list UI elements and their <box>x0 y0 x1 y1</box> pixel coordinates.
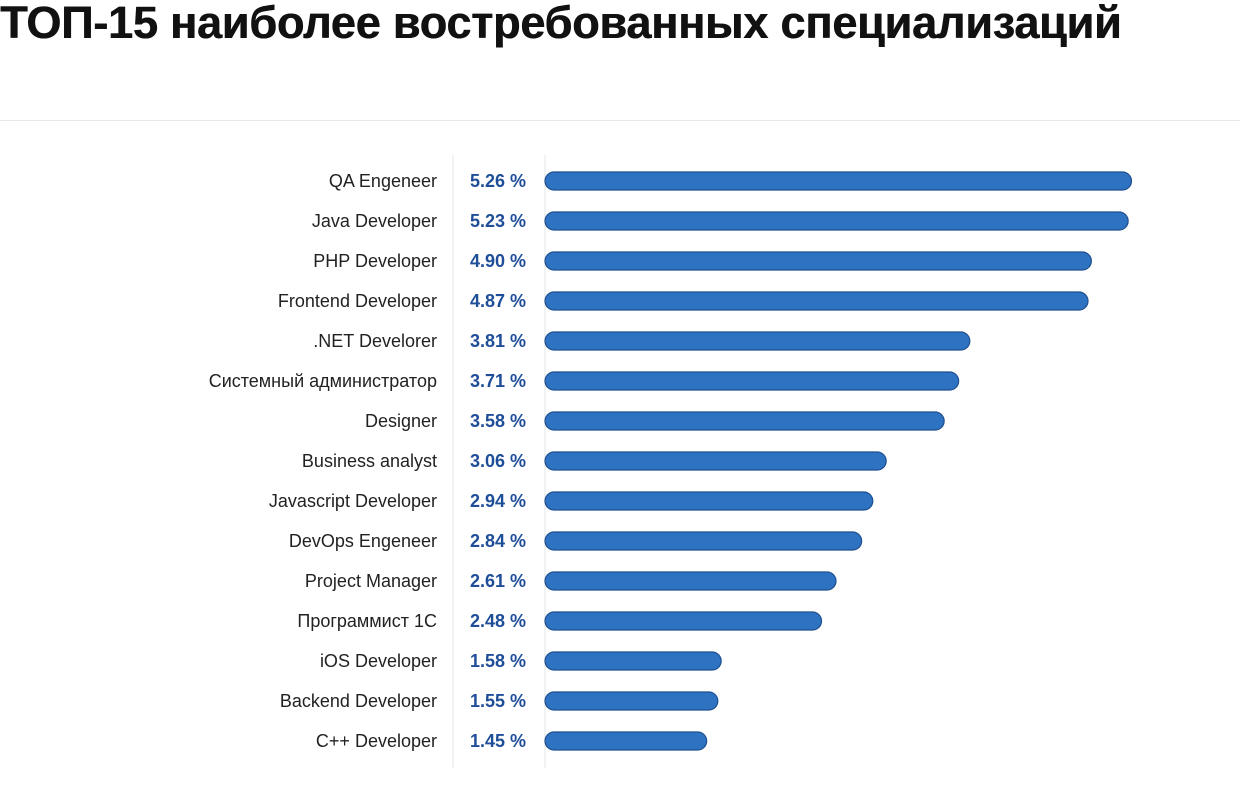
page-title: ТОП-15 наиболее востребованных специализ… <box>0 0 1122 48</box>
value-label: 5.23 % <box>470 211 526 231</box>
bar <box>544 251 1092 271</box>
bar <box>544 331 971 351</box>
value-label: 3.06 % <box>470 451 526 471</box>
category-label: Project Manager <box>305 571 437 591</box>
bar <box>544 171 1133 191</box>
category-label: Backend Developer <box>280 691 437 711</box>
bar <box>544 451 887 471</box>
value-label: 1.55 % <box>470 691 526 711</box>
category-label: Javascript Developer <box>269 491 437 511</box>
bar <box>544 491 874 511</box>
category-label: DevOps Engeneer <box>289 531 437 551</box>
value-label: 3.81 % <box>470 331 526 351</box>
value-label: 4.87 % <box>470 291 526 311</box>
bar <box>544 291 1089 311</box>
value-label: 1.58 % <box>470 651 526 671</box>
value-label: 2.48 % <box>470 611 526 631</box>
category-label: .NET Develorer <box>313 331 437 351</box>
bar <box>544 211 1129 231</box>
header-divider <box>0 120 1240 121</box>
value-label: 2.94 % <box>470 491 526 511</box>
category-label: iOS Developer <box>320 651 437 671</box>
value-label: 1.45 % <box>470 731 526 751</box>
value-label: 4.90 % <box>470 251 526 271</box>
value-label: 3.71 % <box>470 371 526 391</box>
category-label: C++ Developer <box>316 731 437 751</box>
category-label: Программист 1С <box>297 611 437 631</box>
value-labels: 5.26 % 5.23 % 4.90 % 4.87 % 3.81 % 3.71 % 3.58… <box>470 171 526 751</box>
value-label: 3.58 % <box>470 411 526 431</box>
category-label: Business analyst <box>302 451 437 471</box>
category-labels: QA Engeneer Java Developer PHP Developer Fr… <box>209 171 437 751</box>
value-label: 5.26 % <box>470 171 526 191</box>
category-label: Frontend Developer <box>278 291 437 311</box>
value-label: 2.84 % <box>470 531 526 551</box>
bar <box>544 531 863 551</box>
value-label: 2.61 % <box>470 571 526 591</box>
bar <box>544 571 837 591</box>
bar <box>544 731 708 751</box>
bar <box>544 691 719 711</box>
category-label: Системный администратор <box>209 371 437 391</box>
bars <box>544 171 1133 751</box>
category-label: QA Engeneer <box>329 171 437 191</box>
bar <box>544 371 960 391</box>
category-label: Java Developer <box>312 211 437 231</box>
category-label: PHP Developer <box>313 251 437 271</box>
bar <box>544 611 823 631</box>
bar <box>544 651 722 671</box>
bar <box>544 411 945 431</box>
category-label: Designer <box>365 411 437 431</box>
